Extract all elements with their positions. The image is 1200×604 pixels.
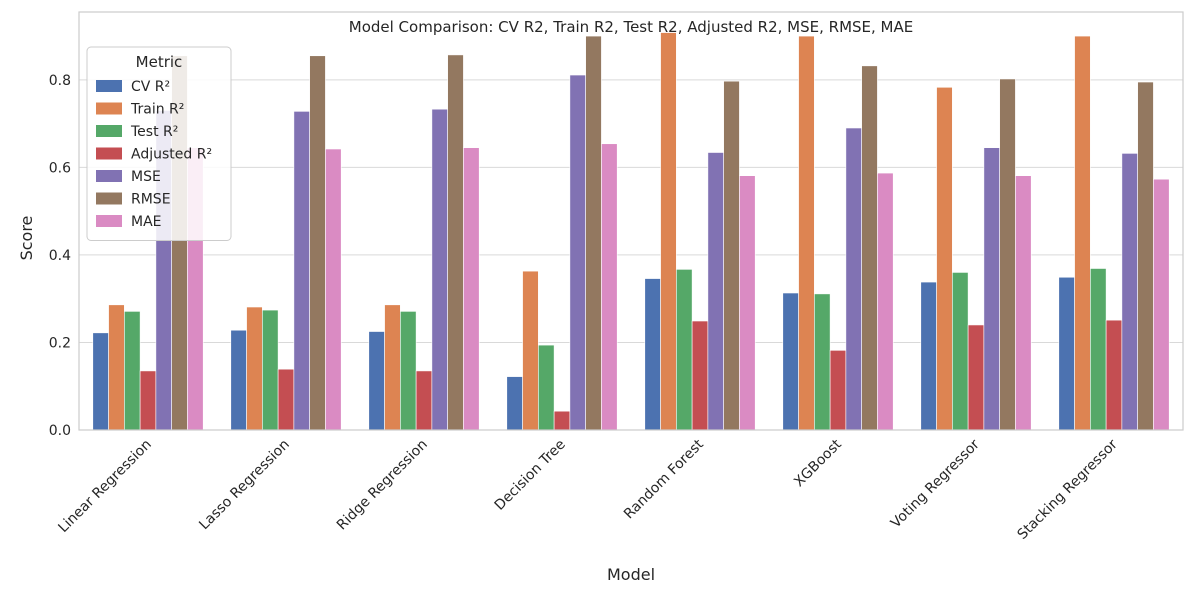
legend-title: Metric <box>136 53 183 71</box>
bar <box>431 108 448 431</box>
y-tick-label: 0.2 <box>49 335 71 351</box>
legend-box <box>86 46 232 241</box>
bar <box>230 329 247 431</box>
bar <box>798 35 815 431</box>
bar <box>952 272 969 431</box>
legend-swatch <box>96 170 122 182</box>
bar <box>1058 276 1075 431</box>
legend-swatch <box>96 192 122 205</box>
x-tick-label: Voting Regressor <box>888 436 983 531</box>
bar <box>707 152 724 431</box>
bar <box>309 55 326 431</box>
legend-label: MSE <box>131 169 161 185</box>
x-tick-label: Decision Tree <box>492 437 569 514</box>
legend-swatch <box>96 125 122 137</box>
bar <box>601 143 618 431</box>
bar <box>400 311 417 431</box>
bar <box>384 304 401 431</box>
bar <box>139 370 157 431</box>
bar <box>262 309 279 431</box>
bar <box>845 127 862 431</box>
bar <box>644 278 661 431</box>
bar <box>739 175 756 431</box>
x-tick-label: XGBoost <box>791 436 845 490</box>
legend-swatch <box>96 102 122 115</box>
bar <box>538 344 555 431</box>
bar <box>246 306 263 431</box>
x-tick-label: Lasso Regression <box>196 437 293 534</box>
bar <box>368 331 385 431</box>
x-tick-label: Ridge Regression <box>334 437 431 534</box>
bar <box>920 281 937 431</box>
legend: Metric CV R² Train R² Test R² Adjusted R² MSE… <box>86 46 232 241</box>
x-tick-label: Stacking Regressor <box>1014 436 1121 543</box>
bar <box>553 410 571 431</box>
bar <box>293 111 310 431</box>
bar <box>1015 175 1032 431</box>
legend-label: Train R² <box>130 102 184 118</box>
legend-label: RMSE <box>131 192 171 208</box>
bar <box>829 350 847 431</box>
bar <box>723 80 740 431</box>
legend-label: MAE <box>131 214 162 230</box>
bar <box>415 370 433 431</box>
bar <box>1074 35 1091 431</box>
legend-swatch <box>96 147 122 160</box>
bar <box>447 54 464 431</box>
bar <box>1137 81 1154 431</box>
y-tick-label: 0.6 <box>49 160 71 176</box>
bar <box>1153 178 1170 431</box>
bar <box>277 368 295 431</box>
bar <box>108 304 125 431</box>
bar <box>660 32 677 431</box>
x-tick-label: Linear Regression <box>55 437 154 536</box>
bar <box>1121 153 1138 431</box>
y-tick-label: 0.0 <box>49 423 71 439</box>
bar <box>967 324 985 431</box>
bar <box>92 332 109 431</box>
bar <box>1105 319 1123 431</box>
bar <box>569 74 586 431</box>
bar <box>877 172 894 431</box>
bar <box>463 147 480 431</box>
bar <box>999 78 1016 431</box>
bar <box>676 269 693 431</box>
bar <box>124 311 141 431</box>
y-tick-label: 0.4 <box>49 248 71 264</box>
bar <box>506 376 523 431</box>
legend-label: Adjusted R² <box>131 147 212 163</box>
bar <box>936 86 953 431</box>
bar <box>691 320 709 431</box>
y-tick-label: 0.8 <box>49 73 71 89</box>
bar <box>325 148 342 431</box>
bar <box>861 65 878 431</box>
bar <box>522 270 539 431</box>
legend-swatch <box>96 215 122 227</box>
plot-frame <box>78 11 1184 431</box>
bar <box>983 147 1000 431</box>
legend-label: CV R² <box>131 79 170 95</box>
bar <box>1090 268 1107 431</box>
bar <box>585 35 602 431</box>
bar <box>782 292 799 431</box>
legend-label: Test R² <box>130 124 178 140</box>
x-axis-label: Model <box>607 565 655 584</box>
y-axis-label: Score <box>17 216 36 261</box>
chart-title: Model Comparison: CV R2, Train R2, Test … <box>349 18 913 36</box>
bar <box>814 293 831 431</box>
x-tick-label: Random Forest <box>621 436 707 522</box>
legend-swatch <box>96 80 122 92</box>
